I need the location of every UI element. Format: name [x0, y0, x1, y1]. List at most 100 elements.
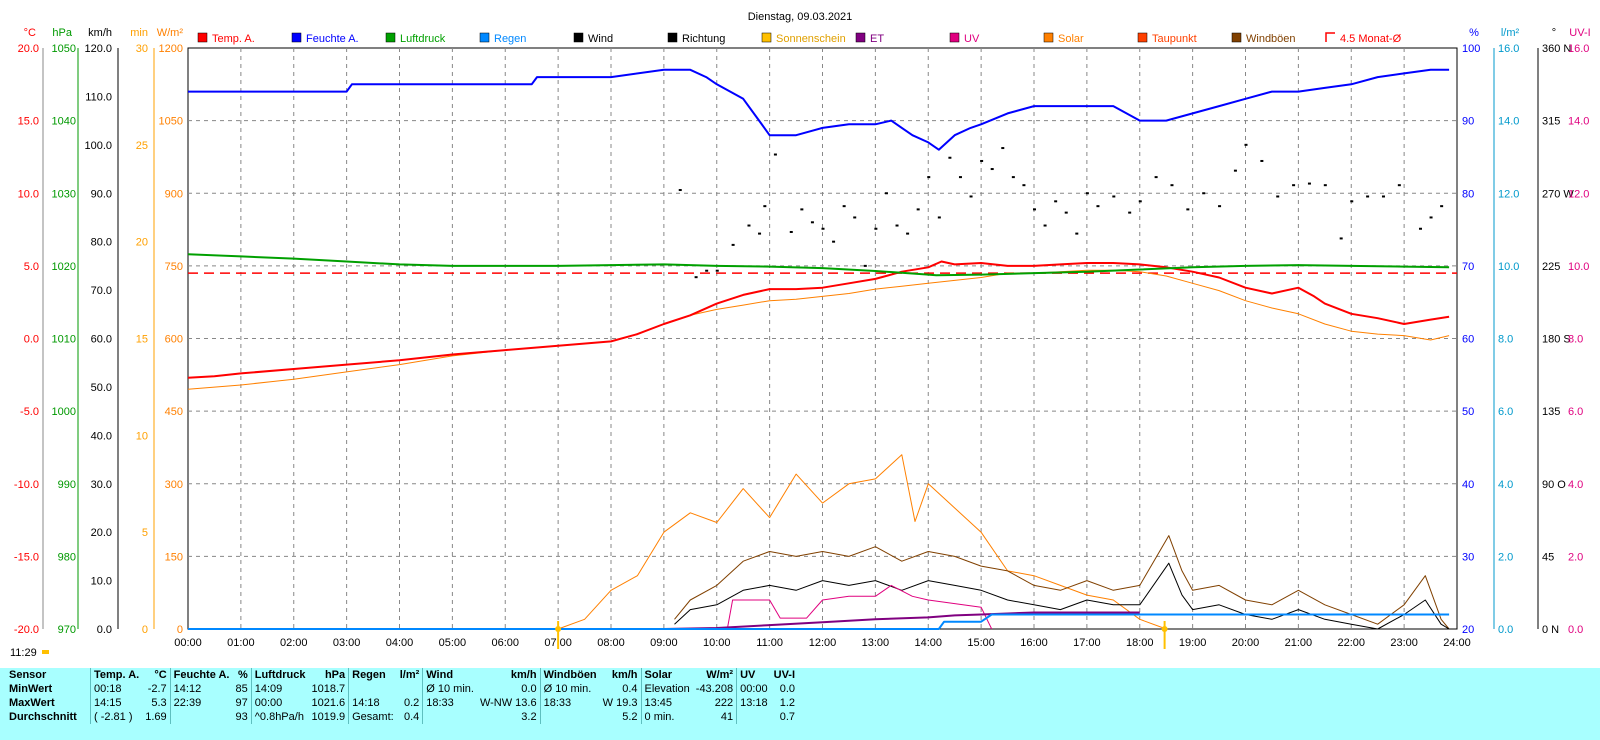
stats-cell: 1021.6	[311, 697, 346, 709]
direction-point	[937, 216, 941, 219]
stats-cell: UV	[736, 668, 771, 682]
direction-point	[1244, 143, 1248, 146]
direction-point	[1154, 176, 1158, 179]
direction-point	[1260, 159, 1264, 162]
axis-tick-label: 5	[142, 527, 148, 539]
time-tick-label: 01:00	[227, 637, 255, 649]
stats-cell: 1.69	[145, 711, 167, 723]
stats-cell: 00:00	[736, 682, 771, 696]
legend-item: UV	[949, 32, 980, 45]
direction-point	[853, 216, 857, 219]
axis-tick-label: 4.0	[1568, 479, 1583, 491]
stats-cell: 1019.9	[311, 711, 346, 723]
time-tick-label: 04:00	[386, 637, 414, 649]
axis-tick-label: 300	[165, 479, 183, 491]
time-tick-label: 09:00	[650, 637, 678, 649]
stats-cell: l/m²	[399, 669, 420, 681]
series-line-et	[663, 611, 1140, 630]
left-axis: °C 20.0 15.0 10.0 5.0 0.0 -5.0 -10.0 -15.0 -20.0	[14, 27, 44, 636]
stats-cell: 93	[235, 711, 248, 723]
direction-point	[1001, 147, 1005, 150]
legend-label: Wind	[588, 33, 613, 45]
direction-point	[1339, 237, 1343, 240]
time-tick-label: 24:00	[1443, 637, 1471, 649]
legend-item: 4.5 Monat-Ø	[1325, 32, 1402, 45]
sun-marker	[555, 621, 562, 649]
axis-tick-label: 80.0	[91, 237, 112, 249]
legend-swatch	[197, 32, 208, 43]
grid	[188, 48, 1457, 629]
stats-cell: Ø 10 min.	[422, 682, 477, 696]
sun-marker-dot	[1161, 626, 1168, 632]
axis-tick-label: 180 S	[1542, 334, 1571, 346]
axis-tick-label: 15	[136, 334, 148, 346]
legend-item: Taupunkt	[1137, 32, 1197, 45]
right-axis: % 100 90 80 70 60 50 40 30 20	[1462, 27, 1480, 636]
direction-point	[1112, 195, 1116, 198]
axis-tick-label: 70.0	[91, 285, 112, 297]
stats-cell: 14:15	[90, 696, 143, 710]
time-tick-label: 13:00	[862, 637, 890, 649]
legend-swatch	[1137, 32, 1148, 43]
direction-point	[1429, 216, 1433, 219]
legend-item: Regen	[479, 32, 526, 45]
legend-swatch	[667, 32, 678, 43]
stats-cell: %	[237, 669, 248, 681]
direction-point	[1381, 195, 1385, 198]
axis-tick-label: 40	[1462, 479, 1474, 491]
stats-cell: km/h	[611, 669, 638, 681]
axis-unit-label: min	[130, 27, 148, 39]
series-line-feuchte-a-	[188, 68, 1450, 151]
stats-cell: 5.3	[151, 697, 167, 709]
legend-label: Taupunkt	[1152, 33, 1197, 45]
direction-point	[1043, 224, 1047, 227]
direction-point	[1307, 182, 1311, 185]
stats-cell: 14:18	[348, 696, 397, 710]
stats-row: Durchschnitt ( -2.81 ) 1.69 93 ^0.8hPa/h 1019…	[6, 710, 798, 724]
legend-item: Feuchte A.	[291, 32, 359, 45]
direction-point	[895, 224, 899, 227]
axis-tick-label: 450	[165, 406, 183, 418]
stats-row: MaxWert 14:15 5.3 22:39 97 00:00 1021.6 14:18 0.…	[6, 696, 798, 710]
stats-cell: W-NW 13.6	[479, 697, 537, 709]
axis-unit-label: °C	[24, 27, 36, 39]
axis-tick-label: -20.0	[14, 624, 39, 636]
left-axis: km/h 120.0 110.0 100.0 90.0 80.0 70.0 60.0 50.0 4…	[84, 27, 119, 636]
legend-item: Windböen	[1231, 32, 1296, 45]
time-tick-label: 08:00	[597, 637, 625, 649]
stats-cell: 3.2	[521, 711, 537, 723]
legend-label: Luftdruck	[400, 33, 446, 45]
stats-cell: W 19.3	[602, 697, 638, 709]
stats-cell: °C	[154, 669, 167, 681]
direction-point	[842, 205, 846, 208]
direction-point	[1202, 192, 1206, 195]
stats-cell: hPa	[324, 669, 346, 681]
legend-label: ET	[870, 33, 884, 45]
axis-unit-label: UV-I	[1569, 27, 1590, 39]
legend-label: Windböen	[1246, 33, 1296, 45]
time-tick-label: 11:00	[756, 637, 783, 649]
time-tick-label: 06:00	[491, 637, 519, 649]
series-line-windb-en	[674, 535, 1450, 630]
axis-tick-label: 900	[165, 188, 183, 200]
direction-point	[1366, 195, 1370, 198]
time-tick-label: 03:00	[333, 637, 361, 649]
stats-cell: 0 min.	[640, 710, 693, 724]
stats-cell: 18:33	[539, 696, 600, 710]
direction-point	[715, 269, 719, 272]
direction-point	[1033, 208, 1036, 211]
stats-cell: 14:09	[250, 682, 309, 696]
axis-tick-label: 45	[1542, 551, 1554, 563]
direction-point	[763, 205, 767, 208]
axis-tick-label: 10.0	[1498, 261, 1519, 273]
stats-cell: Luftdruck	[250, 668, 309, 682]
direction-point	[958, 176, 962, 179]
statistics-panel: Sensor Temp. A. °C Feuchte A.% Luftdruck hPa R…	[0, 668, 1600, 740]
axis-tick-label: 0.0	[97, 624, 112, 636]
left-axis: hPa 1050 1040 1030 1020 1010 1000 990 980 970	[52, 27, 79, 636]
time-tick-label: 21:00	[1285, 637, 1313, 649]
direction-point	[1054, 200, 1058, 203]
direction-point	[884, 192, 888, 195]
stats-cell: 222	[714, 697, 734, 709]
direction-point	[1186, 208, 1190, 211]
